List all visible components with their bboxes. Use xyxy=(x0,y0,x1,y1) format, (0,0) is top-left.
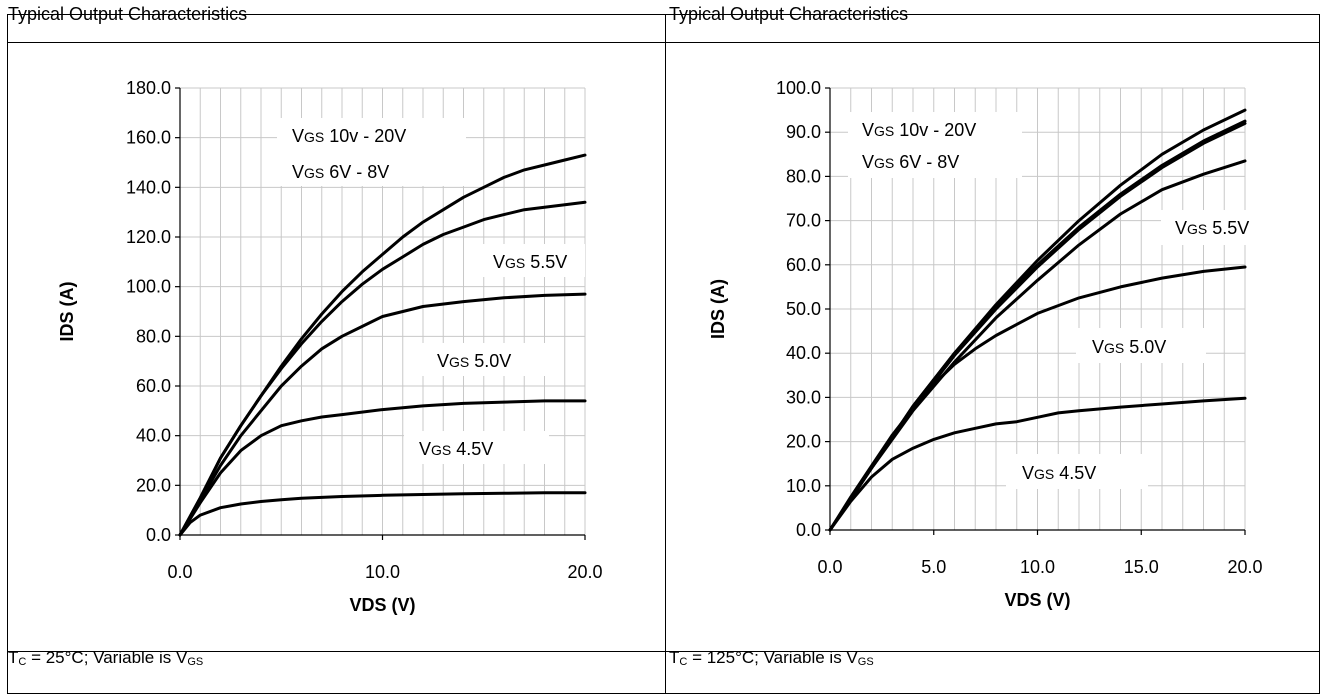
y-tick-label: 120.0 xyxy=(126,227,171,247)
y-tick-label: 0.0 xyxy=(796,520,821,540)
y-tick-label: 40.0 xyxy=(786,343,821,363)
x-tick-label: 20.0 xyxy=(1227,557,1262,577)
curve-annotation: VGS 6V - 8V xyxy=(292,162,389,182)
series-line xyxy=(828,396,1247,532)
curve-annotation: VGS 5.0V xyxy=(1092,337,1166,357)
caption-divider xyxy=(8,651,1319,652)
y-tick-label: 40.0 xyxy=(136,426,171,446)
x-tick-label: 10.0 xyxy=(1020,557,1055,577)
annotation-background xyxy=(1076,328,1206,363)
y-tick-label: 140.0 xyxy=(126,177,171,197)
x-axis-title: VDS (V) xyxy=(349,595,415,615)
series-line xyxy=(828,265,1247,532)
y-tick-label: 100.0 xyxy=(776,78,821,98)
y-tick-label: 60.0 xyxy=(136,376,171,396)
column-divider xyxy=(665,15,666,693)
right-panel-header: Typical Output Characteristics xyxy=(669,4,909,24)
y-tick-label: 10.0 xyxy=(786,476,821,496)
y-tick-label: 30.0 xyxy=(786,387,821,407)
y-tick-label: 50.0 xyxy=(786,299,821,319)
series-line xyxy=(178,292,587,537)
curve-annotation: VGS 5.5V xyxy=(1175,218,1249,238)
x-tick-label: 5.0 xyxy=(921,557,946,577)
y-tick-label: 70.0 xyxy=(786,211,821,231)
right-panel-caption: TC = 125°C; Variable is VGS xyxy=(669,648,874,668)
y-tick-label: 160.0 xyxy=(126,128,171,148)
curve-annotation: VGS 6V - 8V xyxy=(862,152,959,172)
y-axis-title: IDS (A) xyxy=(708,279,728,339)
header-divider xyxy=(8,42,1319,43)
annotation-background xyxy=(1161,210,1288,245)
annotation-background xyxy=(422,343,553,376)
y-tick-label: 180.0 xyxy=(126,78,171,98)
curve-annotation: VGS 4.5V xyxy=(1022,463,1096,483)
y-tick-label: 60.0 xyxy=(786,255,821,275)
annotation-background xyxy=(478,244,585,277)
y-tick-label: 20.0 xyxy=(136,475,171,495)
x-tick-label: 20.0 xyxy=(567,562,602,582)
annotation-background xyxy=(848,112,1022,178)
x-tick-label: 0.0 xyxy=(817,557,842,577)
series-line xyxy=(828,159,1247,532)
x-tick-label: 0.0 xyxy=(167,562,192,582)
annotation-background xyxy=(1006,454,1148,489)
y-tick-label: 100.0 xyxy=(126,277,171,297)
curve-annotation: VGS 10v - 20V xyxy=(862,120,976,140)
x-axis-title: VDS (V) xyxy=(1004,590,1070,610)
curve-annotation: VGS 4.5V xyxy=(419,439,493,459)
y-tick-label: 0.0 xyxy=(146,525,171,545)
y-tick-label: 20.0 xyxy=(786,432,821,452)
annotation-background xyxy=(404,431,549,464)
x-tick-label: 10.0 xyxy=(365,562,400,582)
y-tick-label: 90.0 xyxy=(786,122,821,142)
curve-annotation: VGS 5.0V xyxy=(437,351,511,371)
left-panel-header: Typical Output Characteristics xyxy=(8,4,248,24)
series-line xyxy=(178,399,587,537)
curve-annotation: VGS 10v - 20V xyxy=(292,126,406,146)
curve-annotation: VGS 5.5V xyxy=(493,252,567,272)
left-panel-caption: TC = 25°C; Variable is VGS xyxy=(8,648,204,668)
series-line xyxy=(178,200,587,537)
y-axis-title: IDS (A) xyxy=(57,282,77,342)
y-tick-label: 80.0 xyxy=(136,326,171,346)
figure-table xyxy=(7,14,1320,694)
series-line xyxy=(178,491,587,537)
y-tick-label: 80.0 xyxy=(786,166,821,186)
annotation-background xyxy=(277,118,466,186)
x-tick-label: 15.0 xyxy=(1124,557,1159,577)
